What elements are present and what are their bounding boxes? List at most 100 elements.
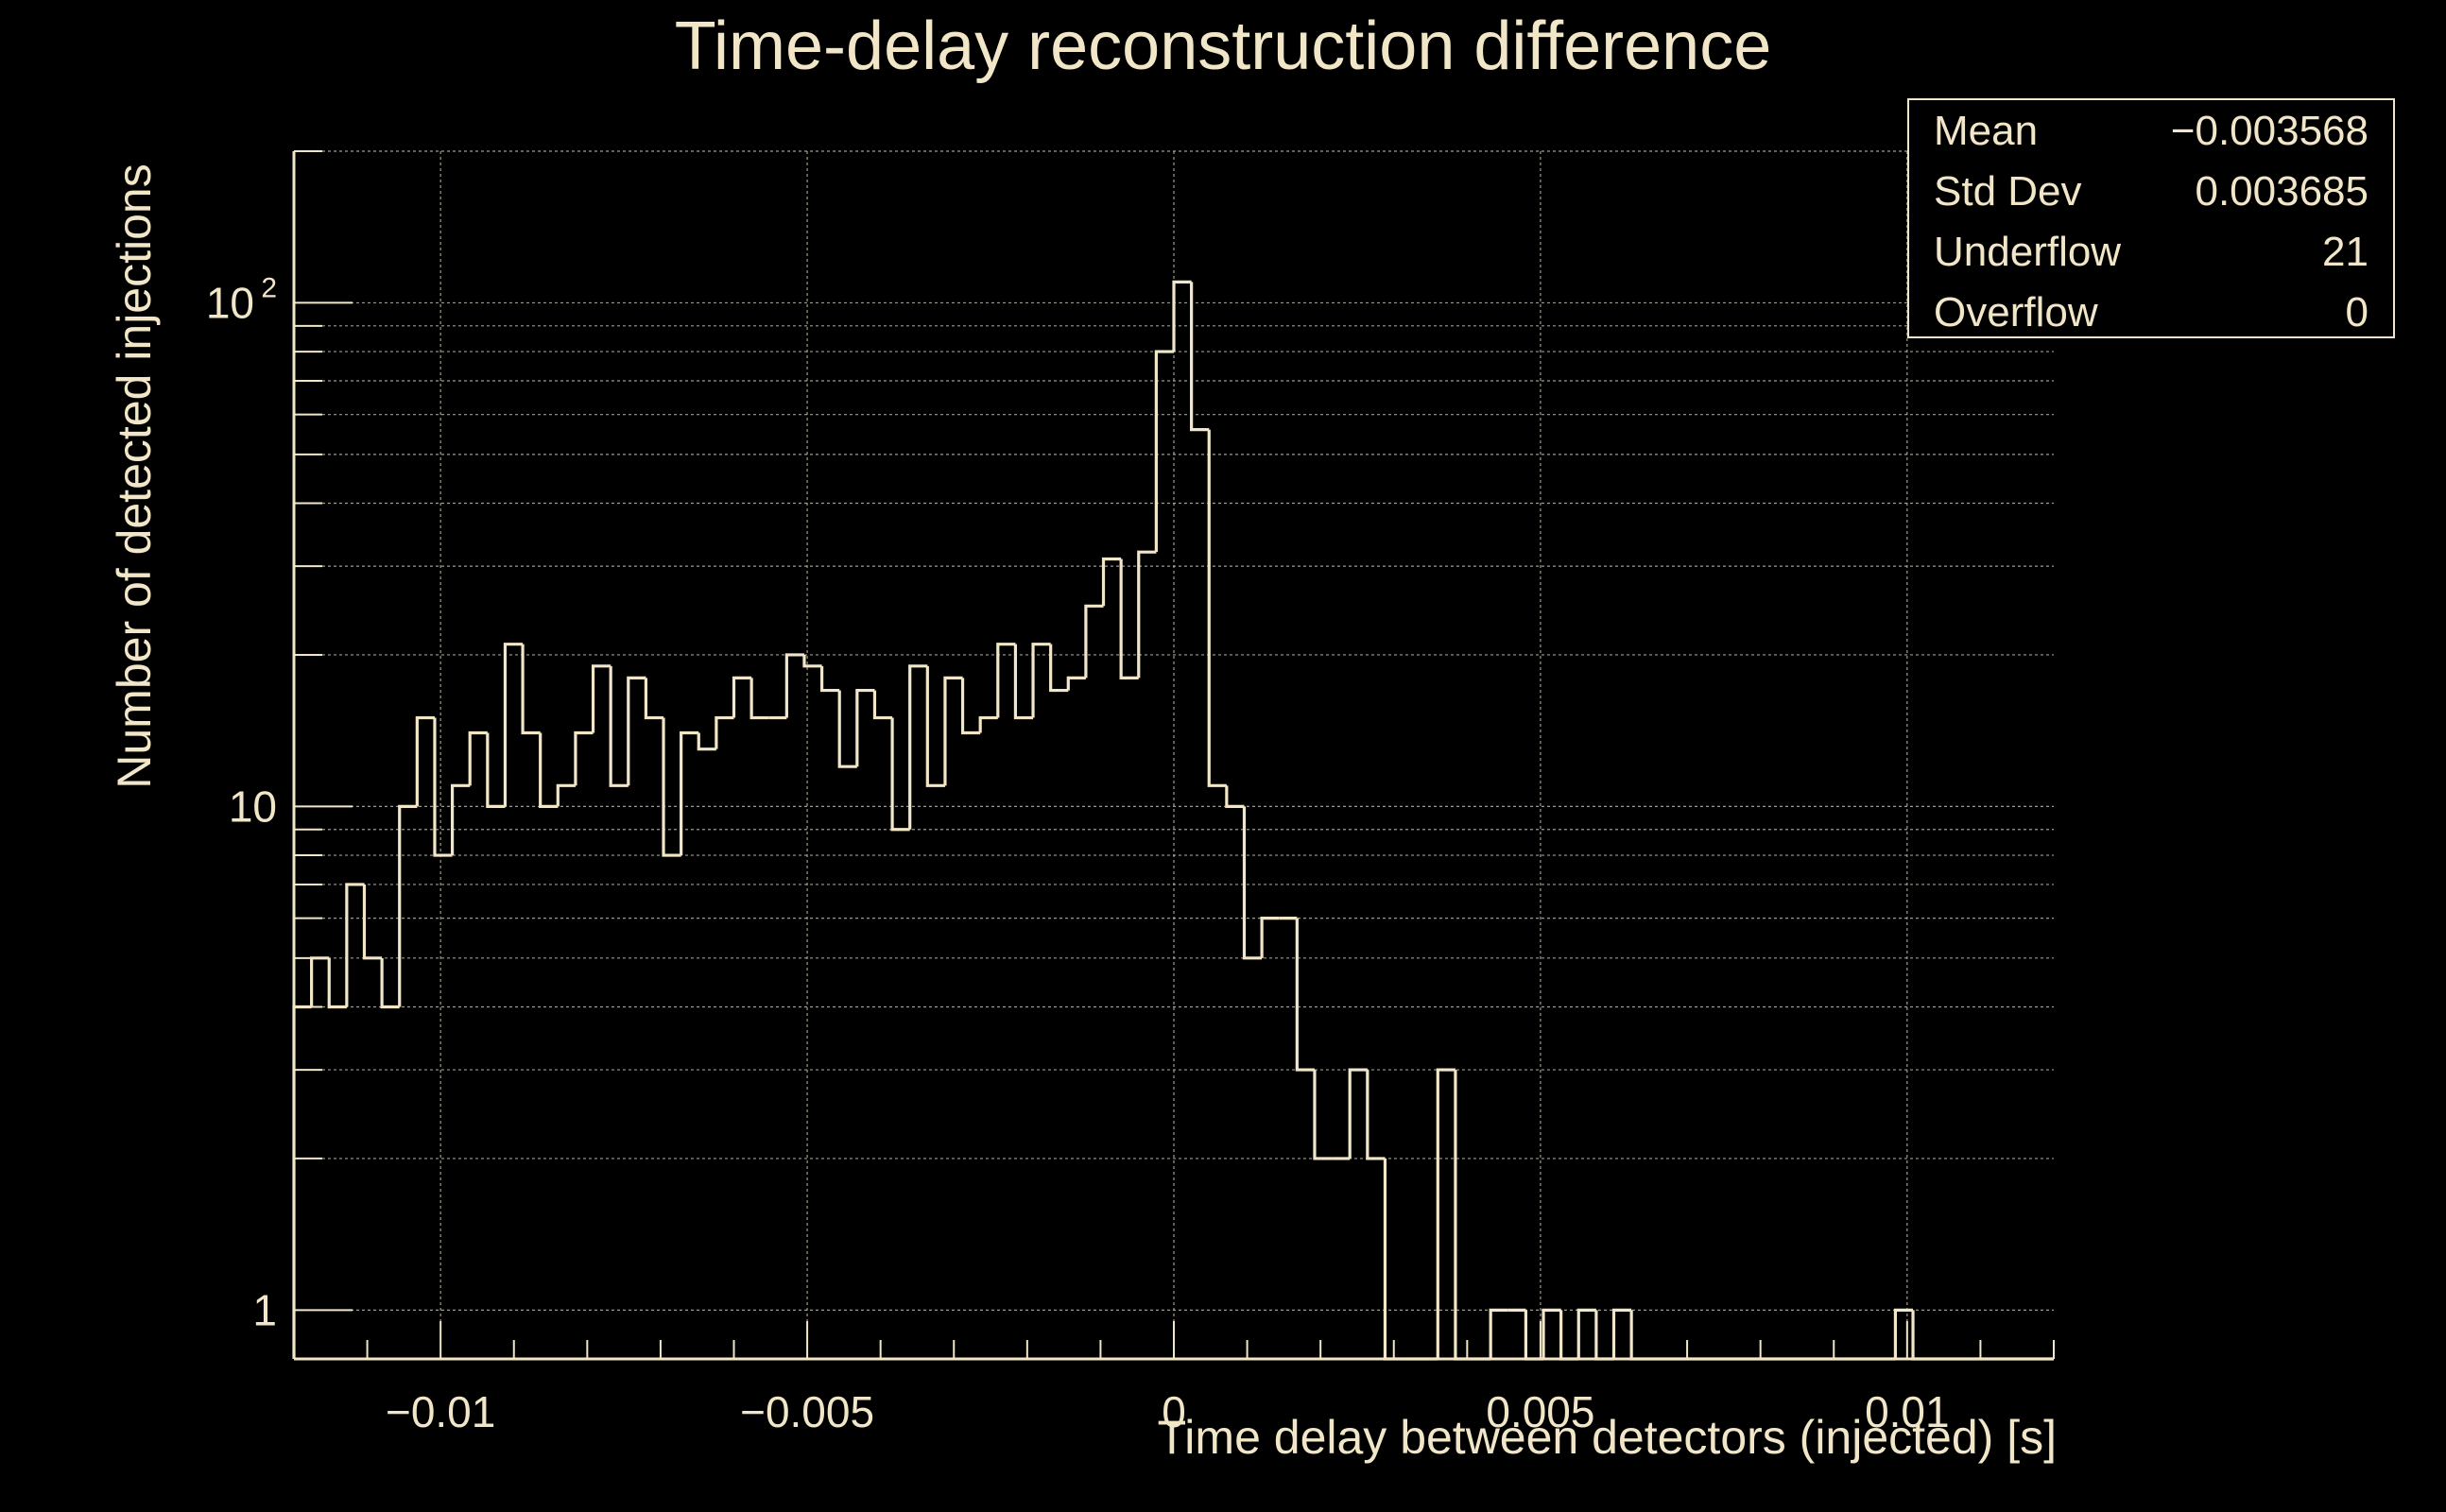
histogram-bin (662, 717, 681, 857)
histogram-bin (1366, 1070, 1386, 1160)
histogram-bin (591, 664, 612, 733)
histogram-bin (1383, 1158, 1404, 1361)
stat-std-dev: Std Dev 0.003685 (1934, 168, 2368, 225)
histogram-bin (1084, 604, 1104, 679)
statistics-box: Mean −0.003568 Std Dev 0.003685 Underflo… (1907, 98, 2395, 338)
histogram-bin (715, 715, 734, 749)
histogram-bin (1013, 644, 1034, 720)
stat-key: Underflow (1934, 229, 2122, 275)
histogram-bin (644, 678, 664, 720)
histogram-bin (609, 665, 629, 787)
x-tick-label: −0.01 (386, 1387, 495, 1436)
histogram-bin (310, 956, 330, 1007)
histogram-bin (327, 957, 347, 1009)
stat-key: Std Dev (1934, 168, 2082, 215)
histogram-bin (539, 732, 559, 808)
histogram-bin (292, 1005, 312, 1359)
histogram-bin (468, 730, 488, 786)
histogram-bin (872, 690, 893, 720)
histogram-bin (1911, 1310, 1931, 1361)
histogram-bin (1611, 1308, 1632, 1359)
chart-title: Time-delay reconstruction difference (674, 9, 1772, 84)
histogram-bin (521, 644, 541, 735)
stat-underflow: Underflow 21 (1934, 229, 2368, 285)
stat-overflow: Overflow 0 (1934, 289, 2368, 346)
histogram-bin (398, 804, 418, 1007)
histogram-bin (1489, 1308, 1508, 1359)
histogram-bin (1542, 1308, 1561, 1359)
histogram-bin (1576, 1308, 1596, 1359)
histogram-bin (1295, 918, 1315, 1072)
histogram-bin (415, 715, 435, 807)
y-tick-label: 1 (252, 1285, 277, 1334)
histogram-bin (1049, 644, 1069, 693)
histogram-bin (1559, 1310, 1579, 1361)
y-axis-label: Number of detected injections (108, 163, 161, 789)
histogram-bin (925, 665, 945, 787)
histogram-bin (503, 643, 524, 807)
histogram-bin (450, 783, 471, 856)
histogram-series (292, 280, 2054, 1361)
histogram-bin (556, 783, 576, 807)
histogram-bin (1524, 1310, 1544, 1361)
stat-key: Overflow (1934, 289, 2098, 335)
histogram-bin (1172, 280, 1192, 352)
histogram-bin (784, 653, 804, 718)
stat-value: 0.003685 (2195, 168, 2368, 215)
x-tick-label: 0.005 (1486, 1387, 1594, 1436)
histogram-bin (1154, 350, 1174, 553)
histogram-bin (1260, 917, 1280, 958)
histogram-bin (433, 717, 453, 857)
histogram-bin (362, 884, 383, 960)
y-tick-label-exponent: 2 (261, 272, 277, 303)
histogram-bin (1207, 429, 1227, 787)
stat-key: Mean (1934, 108, 2039, 154)
histogram-bin (996, 643, 1016, 718)
histogram-bin (1594, 1310, 1614, 1361)
histogram-bin (1101, 557, 1122, 607)
histogram-bin (1436, 1068, 1456, 1359)
histogram-bin (680, 730, 699, 856)
histogram-bin (978, 715, 998, 733)
stat-value: 21 (2322, 229, 2368, 275)
histogram-bin (345, 883, 365, 1007)
histogram-bin (1137, 550, 1157, 679)
histogram-bin (943, 676, 963, 786)
histogram-bin (1225, 785, 1245, 808)
histogram-bin (802, 654, 822, 668)
x-tick-label: 0 (1162, 1387, 1186, 1436)
x-axis-ticks: −0.01 −0.005 0 0.005 0.01 (293, 1321, 2055, 1436)
stat-value: 0 (2345, 289, 2368, 335)
histogram-bin (697, 732, 716, 751)
histogram-bin (1454, 1070, 1473, 1361)
histogram-bin (1242, 806, 1263, 960)
histogram-bin (749, 678, 769, 720)
histogram-bin (837, 690, 857, 768)
x-tick-label: −0.005 (740, 1387, 874, 1436)
y-tick-label: 10 (229, 782, 277, 831)
x-axis-label: Time delay between detectors (injected) … (1157, 1411, 2057, 1464)
histogram-bin (1313, 1070, 1333, 1160)
histogram-bin (890, 717, 910, 832)
x-tick-label: 0.01 (1865, 1387, 1950, 1436)
histogram-bin (486, 732, 506, 808)
histogram-bin (732, 676, 752, 718)
histogram-bin (1031, 643, 1051, 718)
histogram-bin (1119, 558, 1139, 679)
histogram-bin (960, 678, 981, 735)
y-tick-label: 10 (206, 278, 254, 327)
histogram-bin (627, 676, 646, 786)
histogram-bin (855, 688, 875, 767)
histogram-bin (380, 957, 400, 1009)
histogram-bin (908, 664, 928, 830)
histogram-bin (1066, 676, 1086, 691)
stat-value: −0.003568 (2170, 108, 2368, 154)
histogram-bin (820, 665, 840, 693)
histogram-bin (1348, 1068, 1368, 1159)
stat-mean: Mean −0.003568 (1934, 108, 2368, 164)
histogram-bin (574, 730, 594, 786)
histogram-bin (1190, 282, 1210, 432)
histogram-bin (1629, 1310, 1649, 1361)
